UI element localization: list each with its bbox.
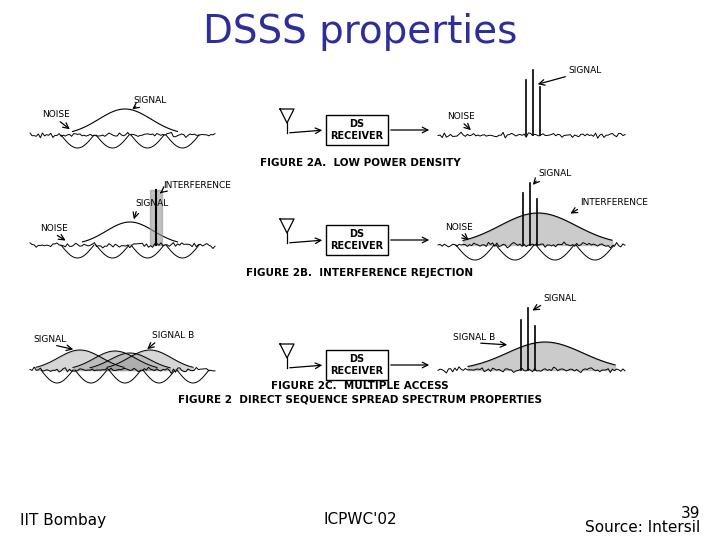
Text: SIGNAL: SIGNAL	[33, 335, 66, 344]
Text: NOISE: NOISE	[42, 110, 70, 119]
Text: NOISE: NOISE	[447, 112, 474, 121]
Text: ICPWC'02: ICPWC'02	[323, 512, 397, 528]
Text: FIGURE 2C.  MULTIPLE ACCESS: FIGURE 2C. MULTIPLE ACCESS	[271, 381, 449, 391]
Text: RECEIVER: RECEIVER	[330, 366, 384, 376]
Text: SIGNAL B: SIGNAL B	[453, 333, 495, 342]
Text: DS: DS	[349, 354, 364, 364]
Polygon shape	[150, 190, 162, 245]
Bar	[326, 115, 388, 145]
Bar	[326, 350, 388, 380]
Text: DS: DS	[349, 119, 364, 129]
Text: SIGNAL: SIGNAL	[538, 169, 571, 178]
Text: SIGNAL: SIGNAL	[133, 96, 166, 105]
Text: SIGNAL: SIGNAL	[568, 66, 601, 75]
Text: FIGURE 2B.  INTERFERENCE REJECTION: FIGURE 2B. INTERFERENCE REJECTION	[246, 268, 474, 278]
Text: RECEIVER: RECEIVER	[330, 131, 384, 141]
Text: FIGURE 2A.  LOW POWER DENSITY: FIGURE 2A. LOW POWER DENSITY	[260, 158, 460, 168]
Text: DSSS properties: DSSS properties	[203, 13, 517, 51]
Text: Source: Intersil: Source: Intersil	[585, 519, 700, 535]
Text: SIGNAL: SIGNAL	[135, 199, 168, 208]
Text: 39: 39	[680, 507, 700, 522]
Text: FIGURE 2  DIRECT SEQUENCE SPREAD SPECTRUM PROPERTIES: FIGURE 2 DIRECT SEQUENCE SPREAD SPECTRUM…	[178, 395, 542, 405]
Text: INTERFERENCE: INTERFERENCE	[163, 181, 231, 190]
Text: RECEIVER: RECEIVER	[330, 241, 384, 251]
Bar	[326, 225, 388, 255]
Text: INTERFERENCE: INTERFERENCE	[580, 198, 648, 207]
Text: IIT Bombay: IIT Bombay	[20, 512, 106, 528]
Text: DS: DS	[349, 229, 364, 239]
Text: SIGNAL B: SIGNAL B	[152, 331, 194, 340]
Text: NOISE: NOISE	[445, 223, 473, 232]
Text: NOISE: NOISE	[40, 224, 68, 233]
Text: SIGNAL: SIGNAL	[543, 294, 576, 303]
